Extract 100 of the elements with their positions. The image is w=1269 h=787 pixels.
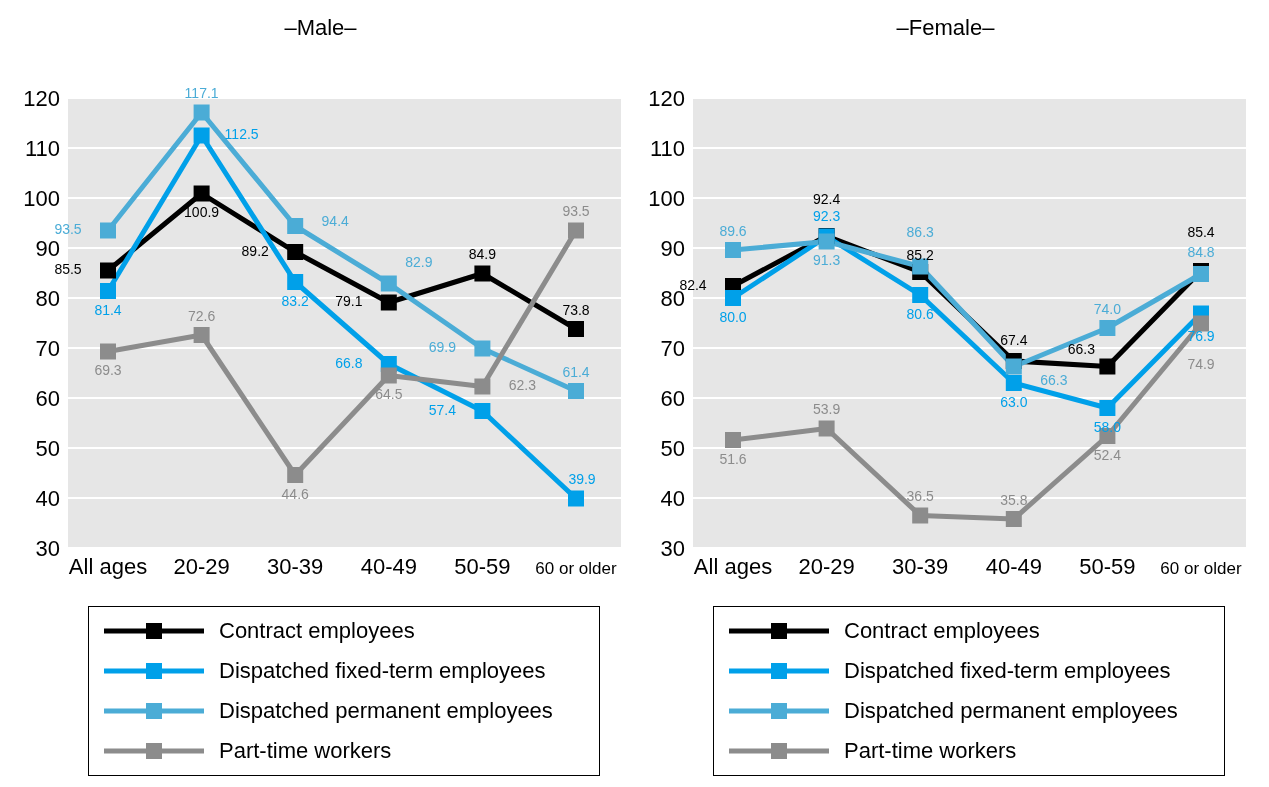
y-tick-label: 70 <box>35 335 60 361</box>
chart-title: –Female– <box>895 14 996 42</box>
point <box>1099 320 1116 336</box>
x-tick-label: 30-39 <box>892 554 949 579</box>
data-label: 66.3 <box>1067 341 1096 358</box>
y-tick-label: 40 <box>35 485 60 511</box>
y-tick-label: 30 <box>660 535 685 561</box>
x-tick-label: 60 or older <box>535 559 617 578</box>
point <box>1005 358 1022 375</box>
point <box>474 403 491 419</box>
data-label: 53.9 <box>812 401 841 418</box>
data-label: 89.6 <box>719 222 747 239</box>
point <box>568 321 584 337</box>
data-label: 82.9 <box>405 254 433 271</box>
legend-label: Contract employees <box>219 618 415 644</box>
data-label: 66.8 <box>335 354 363 371</box>
data-label: 80.6 <box>906 305 935 322</box>
data-label: 73.8 <box>562 301 590 318</box>
data-label: 58.0 <box>1093 418 1122 435</box>
x-tick-label: 20-29 <box>798 554 855 579</box>
legend-label: Contract employees <box>844 618 1040 644</box>
y-tick-label: 120 <box>23 85 60 111</box>
x-tick-label: 50-59 <box>1079 554 1136 579</box>
point <box>912 507 929 524</box>
y-tick-label: 60 <box>660 385 685 411</box>
data-label: 93.5 <box>54 221 82 238</box>
point <box>568 490 584 507</box>
y-tick-label: 30 <box>35 535 60 561</box>
point <box>1193 315 1209 332</box>
data-label: 92.3 <box>812 208 841 225</box>
x-tick-label: All ages <box>68 554 148 579</box>
point <box>287 467 304 483</box>
data-label: 51.6 <box>719 450 747 467</box>
point <box>380 275 397 292</box>
data-label: 62.3 <box>508 377 537 394</box>
data-label: 64.5 <box>375 386 403 403</box>
point <box>100 262 116 279</box>
y-tick-label: 50 <box>660 435 685 461</box>
data-label: 86.3 <box>906 224 935 241</box>
point <box>380 367 397 384</box>
data-label: 66.3 <box>1040 372 1068 389</box>
data-label: 80.0 <box>719 308 747 325</box>
data-label: 91.3 <box>812 252 841 269</box>
data-label: 72.6 <box>187 307 216 324</box>
data-label: 57.4 <box>428 401 457 418</box>
y-tick-label: 110 <box>24 135 60 161</box>
legend-label: Part-time workers <box>844 738 1017 764</box>
data-label: 92.4 <box>812 190 841 207</box>
data-label: 39.9 <box>568 471 596 488</box>
point <box>474 265 491 282</box>
data-label: 85.2 <box>906 246 935 263</box>
x-tick-label: 50-59 <box>454 554 511 579</box>
point <box>1005 375 1022 391</box>
data-label: 81.4 <box>94 301 122 318</box>
point <box>818 420 835 437</box>
y-tick-label: 120 <box>648 85 685 111</box>
data-label: 69.3 <box>94 362 122 379</box>
point <box>725 432 741 448</box>
y-tick-label: 80 <box>35 285 60 311</box>
data-label: 44.6 <box>281 485 310 502</box>
data-label: 74.0 <box>1093 300 1122 317</box>
y-tick-label: 60 <box>35 385 60 411</box>
data-label: 84.8 <box>1187 243 1215 260</box>
data-label: 67.4 <box>1000 331 1028 348</box>
legend-label: Dispatched permanent employees <box>844 698 1178 724</box>
data-label: 93.5 <box>562 203 590 220</box>
y-tick-label: 90 <box>660 235 685 261</box>
data-label: 79.1 <box>335 293 363 310</box>
x-tick-label: All ages <box>693 554 773 579</box>
point <box>725 290 741 306</box>
point <box>193 327 210 343</box>
point <box>1005 511 1022 527</box>
data-label: 112.5 <box>224 126 259 143</box>
point <box>1099 400 1116 416</box>
x-tick-label: 30-39 <box>267 554 324 579</box>
point <box>380 294 397 311</box>
y-tick-label: 70 <box>660 335 685 361</box>
point <box>287 274 304 290</box>
point <box>912 287 929 303</box>
point <box>100 343 116 360</box>
legend-label: Dispatched permanent employees <box>219 698 553 724</box>
x-tick-label: 60 or older <box>1160 559 1242 578</box>
point <box>474 340 491 357</box>
point <box>725 242 741 258</box>
point <box>287 218 304 234</box>
point <box>568 222 584 239</box>
x-tick-label: 40-49 <box>360 554 417 579</box>
x-tick-label: 40-49 <box>985 554 1042 579</box>
y-tick-label: 100 <box>23 185 60 211</box>
y-tick-label: 40 <box>660 485 685 511</box>
point <box>100 283 116 299</box>
data-label: 74.9 <box>1187 356 1215 373</box>
data-label: 100.9 <box>184 204 220 221</box>
x-tick-label: 20-29 <box>173 554 230 579</box>
point <box>818 233 835 250</box>
point <box>193 104 210 121</box>
data-label: 61.4 <box>562 363 590 380</box>
y-tick-label: 50 <box>35 435 60 461</box>
y-tick-label: 110 <box>649 135 685 161</box>
point <box>1099 358 1116 375</box>
